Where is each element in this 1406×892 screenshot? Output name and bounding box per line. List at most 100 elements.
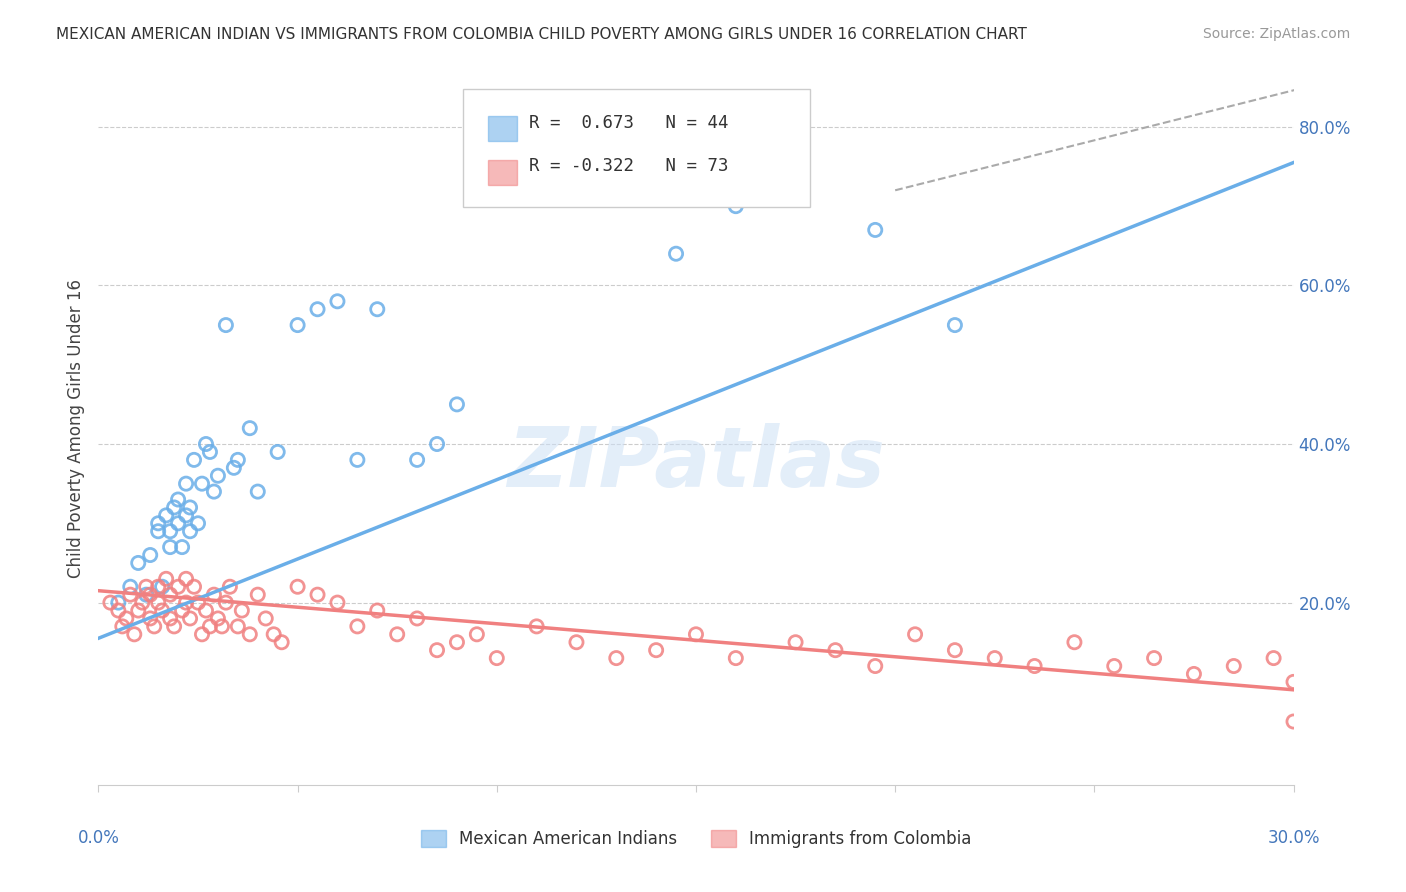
Point [207, 468, 229, 483]
Text: 0.0%: 0.0% [77, 829, 120, 847]
Point [406, 453, 429, 467]
Point [270, 635, 292, 649]
Point [150, 580, 173, 594]
Point [346, 619, 368, 633]
Point [202, 484, 225, 499]
Point [465, 627, 488, 641]
Point [485, 651, 508, 665]
FancyBboxPatch shape [488, 160, 517, 185]
Point [267, 445, 290, 459]
Point [385, 627, 409, 641]
FancyBboxPatch shape [488, 116, 517, 141]
Point [131, 596, 153, 610]
Point [179, 611, 201, 625]
Point [163, 619, 186, 633]
Point [187, 596, 209, 610]
Point [219, 580, 242, 594]
Point [943, 643, 966, 657]
Point [239, 421, 262, 435]
Text: R = -0.322   N = 73: R = -0.322 N = 73 [529, 157, 728, 175]
Point [183, 453, 205, 467]
Point [785, 635, 807, 649]
Point [174, 596, 197, 610]
Point [366, 302, 388, 317]
Point [195, 437, 218, 451]
Point [183, 580, 205, 594]
Point [159, 540, 181, 554]
Point [107, 603, 129, 617]
Point [685, 627, 707, 641]
Point [1223, 659, 1246, 673]
Point [120, 580, 142, 594]
Point [904, 627, 927, 641]
FancyBboxPatch shape [463, 89, 810, 207]
Point [246, 588, 269, 602]
Point [139, 611, 162, 625]
Point [1282, 714, 1305, 729]
Point [124, 627, 146, 641]
Point [143, 619, 166, 633]
Point [159, 611, 181, 625]
Point [287, 318, 309, 332]
Point [111, 619, 134, 633]
Point [1182, 667, 1205, 681]
Point [174, 476, 197, 491]
Point [231, 603, 253, 617]
Point [148, 580, 170, 594]
Point [287, 580, 309, 594]
Point [107, 596, 129, 610]
Point [127, 556, 149, 570]
Point [215, 596, 238, 610]
Point [135, 580, 157, 594]
Legend: Mexican American Indians, Immigrants from Colombia: Mexican American Indians, Immigrants fro… [413, 823, 979, 855]
Text: ZIPatlas: ZIPatlas [508, 424, 884, 504]
Point [1282, 674, 1305, 689]
Point [346, 453, 368, 467]
Point [215, 318, 238, 332]
Text: Source: ZipAtlas.com: Source: ZipAtlas.com [1202, 27, 1350, 41]
Point [865, 659, 887, 673]
Point [120, 588, 142, 602]
Point [207, 611, 229, 625]
Point [174, 572, 197, 586]
Point [167, 516, 190, 531]
Point [148, 516, 170, 531]
Point [222, 460, 245, 475]
Point [150, 603, 173, 617]
Point [724, 199, 747, 213]
Point [824, 643, 846, 657]
Point [326, 294, 349, 309]
Text: R =  0.673   N = 44: R = 0.673 N = 44 [529, 114, 728, 132]
Point [174, 508, 197, 523]
Point [191, 627, 214, 641]
Point [139, 548, 162, 562]
Point [115, 611, 138, 625]
Point [645, 643, 668, 657]
Point [159, 588, 181, 602]
Point [198, 619, 221, 633]
Point [865, 223, 887, 237]
Point [426, 437, 449, 451]
Point [1263, 651, 1285, 665]
Point [307, 302, 329, 317]
Point [187, 516, 209, 531]
Point [155, 572, 177, 586]
Point [254, 611, 277, 625]
Point [226, 619, 249, 633]
Point [159, 524, 181, 539]
Point [406, 611, 429, 625]
Point [172, 540, 194, 554]
Point [191, 476, 214, 491]
Point [665, 246, 688, 260]
Point [211, 619, 233, 633]
Point [326, 596, 349, 610]
Point [179, 500, 201, 515]
Point [263, 627, 285, 641]
Point [226, 453, 249, 467]
Point [167, 580, 190, 594]
Point [139, 588, 162, 602]
Point [446, 397, 468, 411]
Point [565, 635, 588, 649]
Point [446, 635, 468, 649]
Point [426, 643, 449, 657]
